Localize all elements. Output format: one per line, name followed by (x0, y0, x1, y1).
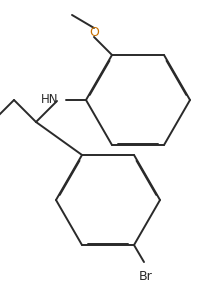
Text: Br: Br (138, 270, 152, 283)
Text: HN: HN (40, 94, 58, 107)
Text: O: O (89, 26, 98, 39)
